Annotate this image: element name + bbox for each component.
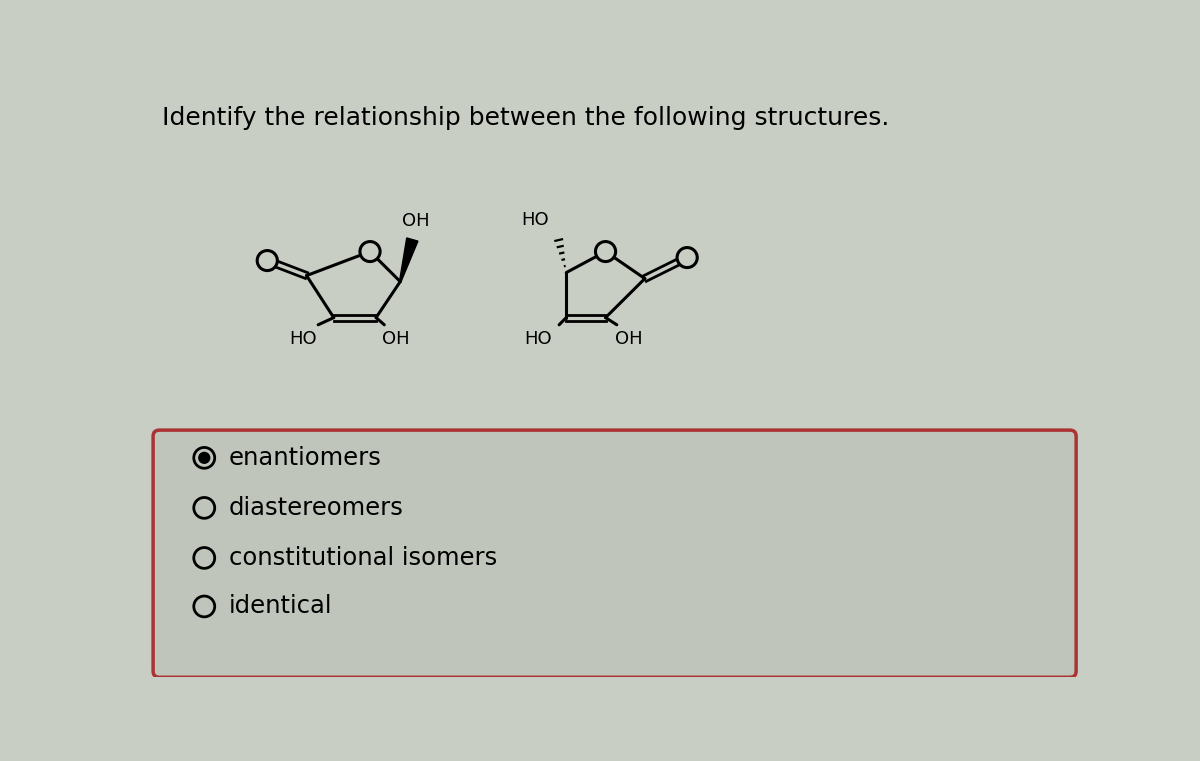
Circle shape: [193, 548, 215, 568]
Text: enantiomers: enantiomers: [229, 446, 382, 470]
Text: identical: identical: [229, 594, 332, 619]
Circle shape: [595, 241, 616, 262]
Circle shape: [193, 498, 215, 518]
Polygon shape: [400, 238, 418, 282]
Text: HO: HO: [289, 330, 317, 348]
Circle shape: [677, 247, 697, 268]
Text: OH: OH: [382, 330, 409, 348]
Circle shape: [257, 250, 277, 271]
Text: Identify the relationship between the following structures.: Identify the relationship between the fo…: [162, 106, 889, 130]
Text: OH: OH: [402, 212, 430, 230]
Circle shape: [193, 596, 215, 617]
Text: constitutional isomers: constitutional isomers: [229, 546, 497, 570]
Text: OH: OH: [614, 330, 642, 348]
FancyBboxPatch shape: [154, 430, 1076, 677]
Text: HO: HO: [522, 211, 550, 228]
Text: diastereomers: diastereomers: [229, 496, 404, 520]
Circle shape: [360, 241, 380, 262]
Text: HO: HO: [524, 330, 552, 348]
Circle shape: [193, 447, 215, 468]
Circle shape: [199, 453, 210, 463]
